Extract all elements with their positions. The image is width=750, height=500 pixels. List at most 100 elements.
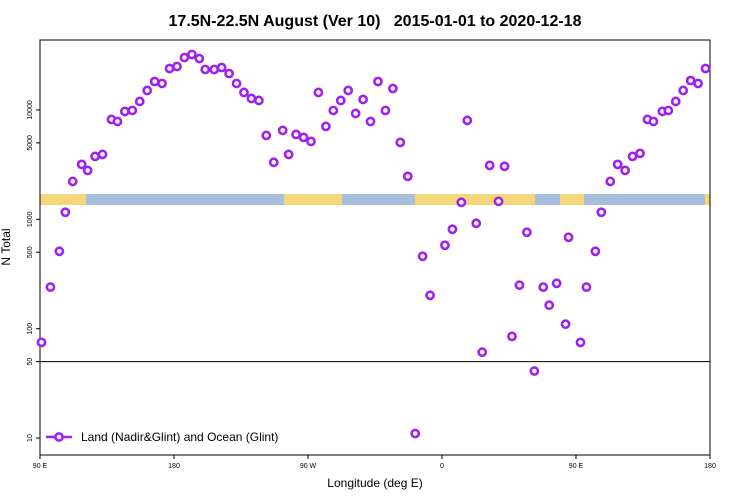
point: [590, 246, 601, 257]
point: [231, 78, 242, 89]
point: [538, 282, 549, 293]
x-axis-label: Longitude (deg E): [327, 476, 422, 490]
point: [157, 78, 167, 89]
point: [194, 53, 205, 64]
x-tick-label: 90 W: [300, 463, 317, 470]
point: [410, 428, 421, 439]
point: [36, 337, 47, 348]
point: [484, 160, 495, 171]
point: [627, 151, 638, 162]
point: [291, 129, 301, 140]
point: [596, 207, 607, 218]
point: [693, 78, 703, 89]
point: [365, 116, 376, 127]
legend-marker: [54, 432, 64, 442]
point: [493, 196, 504, 207]
point: [387, 83, 398, 94]
point: [54, 246, 65, 257]
x-tick-label: 0: [440, 463, 444, 470]
point: [447, 224, 458, 235]
point: [112, 116, 123, 127]
point: [239, 87, 249, 98]
point: [82, 165, 93, 176]
point: [551, 278, 562, 289]
point: [343, 85, 354, 96]
y-tick-label: 100: [27, 323, 34, 335]
point: [462, 115, 473, 126]
point: [620, 165, 631, 176]
point: [127, 105, 138, 116]
point: [471, 218, 482, 229]
point: [76, 159, 87, 170]
point: [521, 227, 532, 238]
point: [164, 63, 175, 74]
point: [328, 105, 339, 116]
point: [306, 136, 316, 147]
point: [440, 240, 450, 251]
point: [499, 161, 510, 172]
point: [575, 337, 586, 348]
point: [670, 96, 681, 107]
point: [67, 176, 78, 187]
point: [560, 319, 571, 330]
point: [142, 85, 153, 96]
point: [380, 105, 391, 116]
point: [172, 61, 182, 72]
point: [700, 63, 711, 74]
point: [417, 251, 428, 262]
point: [277, 125, 288, 136]
point: [648, 116, 659, 127]
point: [514, 280, 525, 291]
point: [507, 331, 517, 342]
point: [90, 151, 100, 162]
point: [335, 95, 346, 106]
point: [425, 290, 435, 301]
point: [685, 75, 696, 86]
point: [395, 137, 406, 148]
point: [216, 62, 227, 73]
y-tick-label: 10000: [27, 100, 34, 120]
point: [253, 95, 264, 106]
point: [261, 130, 272, 141]
y-tick-label: 500: [27, 246, 34, 258]
point: [134, 96, 145, 107]
point: [456, 197, 467, 208]
y-tick-label: 50: [27, 358, 34, 366]
point: [97, 149, 108, 160]
point: [268, 157, 279, 168]
point: [563, 232, 574, 243]
x-tick-label: 180: [168, 463, 180, 470]
y-tick-label: 5000: [27, 135, 34, 151]
plot-frame: [39, 39, 711, 456]
chart-title: 17.5N-22.5N August (Ver 10) 2015-01-01 t…: [169, 13, 582, 30]
point: [402, 171, 413, 182]
point: [320, 121, 331, 132]
point: [663, 105, 674, 116]
point: [119, 106, 130, 117]
point: [283, 149, 294, 160]
x-tick-label: 90 E: [33, 463, 48, 470]
point: [373, 76, 383, 87]
point: [45, 282, 56, 293]
point: [313, 87, 324, 98]
point: [179, 52, 190, 63]
point: [200, 64, 211, 75]
point: [350, 108, 361, 119]
y-tick-label: 10: [27, 434, 34, 442]
point: [581, 282, 592, 293]
y-tick-label: 1000: [27, 211, 34, 227]
point: [477, 347, 488, 358]
legend-label: Land (Nadir&Glint) and Ocean (Glint): [81, 430, 278, 444]
point: [149, 76, 160, 87]
point: [635, 148, 645, 159]
map-strip: [40, 194, 710, 205]
x-tick-label: 180: [704, 463, 716, 470]
point: [209, 64, 220, 75]
x-tick-label: 90 E: [569, 463, 584, 470]
point: [224, 68, 234, 79]
y-axis-label: N Total: [0, 228, 13, 265]
point: [605, 176, 616, 187]
point: [186, 49, 197, 60]
